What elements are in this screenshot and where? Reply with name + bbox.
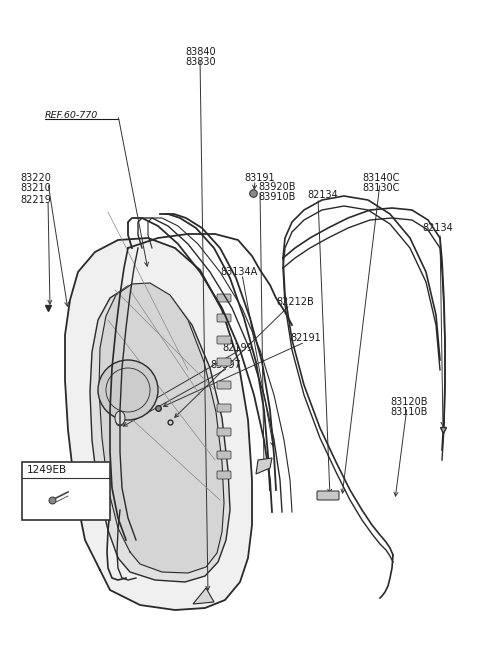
Text: 1249EB: 1249EB <box>27 465 67 475</box>
Text: 83134A: 83134A <box>220 267 257 277</box>
FancyBboxPatch shape <box>317 491 339 500</box>
Circle shape <box>116 418 124 426</box>
Text: 83830: 83830 <box>185 57 216 67</box>
FancyBboxPatch shape <box>217 428 231 436</box>
Text: 83191: 83191 <box>244 173 275 183</box>
Text: REF.60-770: REF.60-770 <box>45 111 98 119</box>
Text: 83130C: 83130C <box>362 183 399 193</box>
FancyBboxPatch shape <box>217 471 231 479</box>
FancyBboxPatch shape <box>22 462 110 520</box>
Text: 82199: 82199 <box>222 343 253 353</box>
Text: 82212B: 82212B <box>276 297 314 307</box>
FancyBboxPatch shape <box>217 294 231 302</box>
Text: 82191: 82191 <box>290 333 321 343</box>
Polygon shape <box>90 285 230 582</box>
FancyBboxPatch shape <box>217 381 231 389</box>
Text: 83110B: 83110B <box>390 407 427 417</box>
FancyBboxPatch shape <box>217 314 231 322</box>
Text: 83910B: 83910B <box>258 192 295 202</box>
Text: 82134: 82134 <box>307 190 338 200</box>
Ellipse shape <box>115 411 125 425</box>
Polygon shape <box>193 588 214 604</box>
Text: 82219: 82219 <box>20 195 51 205</box>
Text: 83220: 83220 <box>20 173 51 183</box>
Text: 83120B: 83120B <box>390 397 428 407</box>
Text: 83397: 83397 <box>210 360 241 370</box>
FancyBboxPatch shape <box>217 404 231 412</box>
Polygon shape <box>65 238 252 610</box>
FancyBboxPatch shape <box>217 358 231 366</box>
Circle shape <box>98 360 158 420</box>
FancyBboxPatch shape <box>217 336 231 344</box>
Text: 83210: 83210 <box>20 183 51 193</box>
Text: 82134: 82134 <box>422 223 453 233</box>
FancyBboxPatch shape <box>217 451 231 459</box>
Polygon shape <box>99 283 224 573</box>
Text: 83140C: 83140C <box>362 173 399 183</box>
Text: 83920B: 83920B <box>258 182 296 192</box>
Text: 83840: 83840 <box>185 47 216 57</box>
Polygon shape <box>256 458 272 474</box>
